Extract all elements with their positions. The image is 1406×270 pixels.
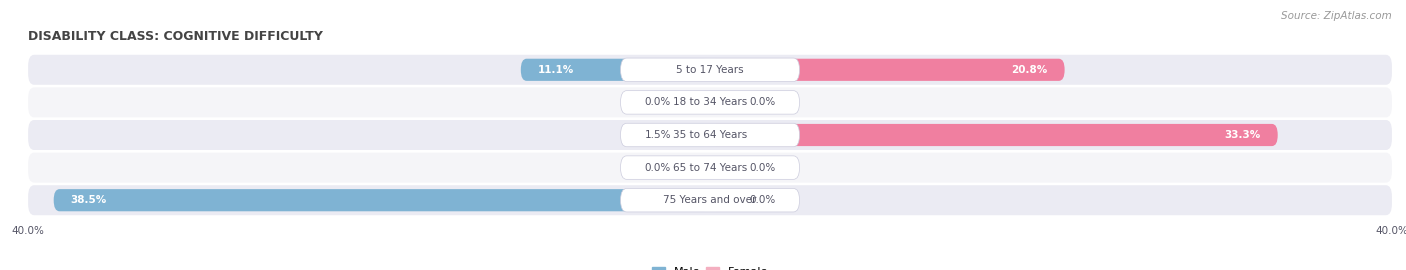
Text: 0.0%: 0.0% [644,163,671,173]
Text: Source: ZipAtlas.com: Source: ZipAtlas.com [1281,11,1392,21]
FancyBboxPatch shape [710,157,735,179]
FancyBboxPatch shape [620,58,800,82]
FancyBboxPatch shape [710,189,735,211]
Text: 18 to 34 Years: 18 to 34 Years [673,97,747,107]
Text: 1.5%: 1.5% [644,130,671,140]
FancyBboxPatch shape [520,59,710,81]
Legend: Male, Female: Male, Female [647,262,773,270]
FancyBboxPatch shape [28,87,1392,117]
FancyBboxPatch shape [710,91,735,113]
FancyBboxPatch shape [620,188,800,212]
Text: 65 to 74 Years: 65 to 74 Years [673,163,747,173]
Text: 0.0%: 0.0% [749,163,776,173]
FancyBboxPatch shape [685,91,710,113]
FancyBboxPatch shape [620,91,800,114]
FancyBboxPatch shape [620,156,800,179]
Text: DISABILITY CLASS: COGNITIVE DIFFICULTY: DISABILITY CLASS: COGNITIVE DIFFICULTY [28,30,323,43]
Text: 5 to 17 Years: 5 to 17 Years [676,65,744,75]
FancyBboxPatch shape [620,123,800,147]
Text: 38.5%: 38.5% [70,195,107,205]
FancyBboxPatch shape [28,55,1392,85]
Text: 33.3%: 33.3% [1225,130,1261,140]
FancyBboxPatch shape [28,120,1392,150]
Text: 75 Years and over: 75 Years and over [664,195,756,205]
Text: 0.0%: 0.0% [749,97,776,107]
Text: 11.1%: 11.1% [538,65,574,75]
FancyBboxPatch shape [685,157,710,179]
FancyBboxPatch shape [28,185,1392,215]
Text: 0.0%: 0.0% [644,97,671,107]
FancyBboxPatch shape [685,124,710,146]
FancyBboxPatch shape [53,189,710,211]
Text: 35 to 64 Years: 35 to 64 Years [673,130,747,140]
FancyBboxPatch shape [28,153,1392,183]
Text: 0.0%: 0.0% [749,195,776,205]
Text: 20.8%: 20.8% [1011,65,1047,75]
FancyBboxPatch shape [710,124,1278,146]
FancyBboxPatch shape [710,59,1064,81]
